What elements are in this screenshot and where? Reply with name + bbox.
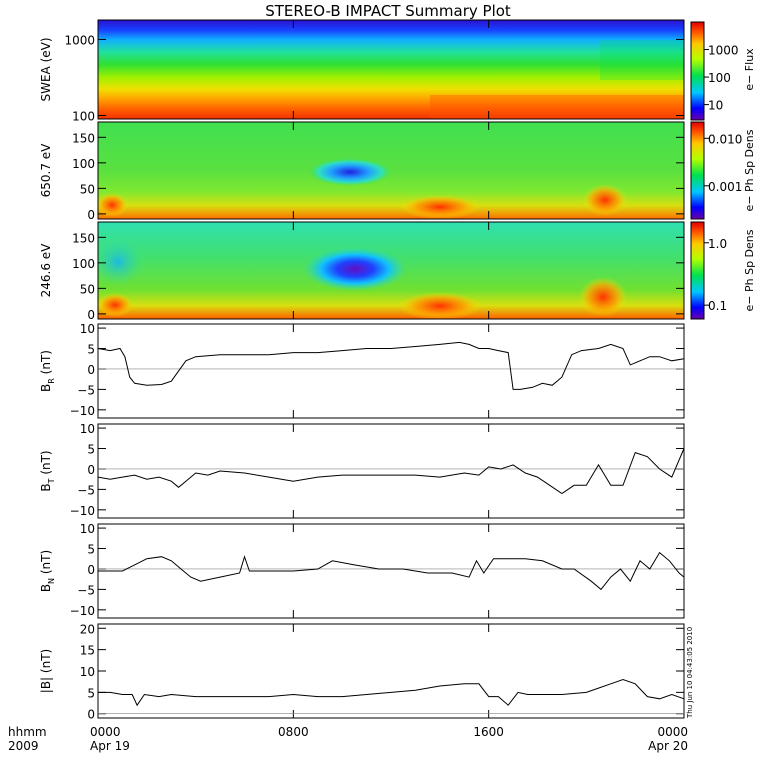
colorbar-tick-label: 0.1 — [708, 299, 727, 313]
series-line-7 — [98, 678, 685, 707]
y-tick-label: 50 — [80, 282, 95, 296]
y-axis-label: 650.7 eV — [39, 143, 53, 198]
y-tick-label: 150 — [72, 231, 95, 245]
colorbar-246 — [690, 221, 705, 320]
series-line-4 — [97, 341, 685, 390]
x-tick-label: 0000 — [90, 725, 121, 739]
y-axis-label-unit: (nT) — [39, 450, 53, 478]
swea-spectrogram — [98, 20, 684, 119]
colorbar-tick-label: 1.0 — [708, 237, 727, 251]
x-tick-label: 0800 — [278, 725, 309, 739]
y-tick-label: −5 — [77, 583, 95, 597]
y-tick-label: 10 — [80, 665, 95, 679]
x-tick-label: 0000 — [657, 725, 688, 739]
panel-frame-3 — [97, 221, 685, 320]
y-tick-label: 100 — [72, 257, 95, 271]
colorbar-label: e− Ph Sp Dens — [743, 129, 756, 211]
panel-frame-2 — [97, 121, 685, 220]
colorbar-swea — [690, 21, 705, 121]
y-tick-label: 1000 — [64, 33, 95, 47]
series-line-5 — [97, 448, 685, 495]
y-tick-label: 0 — [87, 308, 95, 322]
year-label: 2009 — [8, 739, 39, 753]
y-tick-label: 10 — [80, 322, 95, 336]
y-axis-label-unit: (nT) — [39, 350, 53, 378]
y-axis-label-sub: N — [47, 578, 56, 584]
y-tick-label: 10 — [80, 422, 95, 436]
pad-650-spectrogram — [98, 122, 684, 219]
y-tick-label: 5 — [87, 543, 95, 557]
y-tick-label: −10 — [70, 504, 95, 518]
y-tick-label: −5 — [77, 383, 95, 397]
y-tick-label: 5 — [87, 686, 95, 700]
y-tick-label: 100 — [72, 110, 95, 124]
y-axis-label-unit: (nT) — [39, 550, 53, 578]
hhmm-label: hhmm — [8, 725, 47, 739]
y-tick-label: 5 — [87, 443, 95, 457]
colorbar-tick-label: 0.001 — [708, 180, 742, 194]
panel-frame-4 — [97, 323, 685, 419]
y-axis-label: BN (nT) — [39, 550, 56, 592]
y-axis-label: BR (nT) — [39, 350, 56, 392]
y-axis-label-sub: R — [47, 378, 56, 384]
panel-frame-7 — [97, 623, 685, 719]
y-axis-label-sub: T — [47, 478, 56, 484]
y-tick-label: 150 — [72, 131, 95, 145]
y-tick-label: 50 — [80, 182, 95, 196]
y-axis-label: |B| (nT) — [39, 649, 53, 693]
y-axis-label-main: B — [39, 384, 53, 392]
x-tick-label: 1600 — [473, 725, 504, 739]
y-axis-label: 246.6 eV — [39, 243, 53, 298]
colorbar-tick-label: 10 — [708, 99, 723, 113]
panel-frame-6 — [97, 523, 685, 619]
y-tick-label: 100 — [72, 157, 95, 171]
panel-frame-1 — [97, 19, 685, 120]
y-axis-label-main: B — [39, 584, 53, 592]
colorbar-650 — [690, 121, 705, 220]
x-tick-date: Apr 19 — [90, 739, 130, 753]
y-tick-label: 0 — [87, 563, 95, 577]
plot-title: STEREO-B IMPACT Summary Plot — [265, 2, 511, 20]
y-tick-label: −10 — [70, 404, 95, 418]
y-tick-label: 10 — [80, 522, 95, 536]
timestamp-label: Thu Jun 10 04:43:05 2010 — [686, 627, 694, 719]
y-tick-label: −10 — [70, 604, 95, 618]
y-axis-label-main: B — [39, 483, 53, 491]
colorbar-tick-label: 0.010 — [708, 132, 742, 146]
colorbar-label: e− Flux — [743, 48, 756, 91]
y-tick-label: 0 — [87, 208, 95, 222]
y-tick-label: 5 — [87, 343, 95, 357]
y-tick-label: 0 — [87, 363, 95, 377]
x-tick-date: Apr 20 — [648, 739, 688, 753]
y-axis-label: BT (nT) — [39, 450, 56, 491]
y-axis-label: SWEA (eV) — [39, 37, 53, 101]
colorbar-tick-label: 100 — [708, 71, 731, 85]
panel-frame-5 — [97, 423, 685, 519]
y-tick-label: 0 — [87, 463, 95, 477]
y-tick-label: 20 — [80, 622, 95, 636]
y-tick-label: 0 — [87, 708, 95, 722]
colorbar-tick-label: 1000 — [708, 44, 739, 58]
colorbar-label: e− Ph Sp Dens — [743, 229, 756, 311]
series-line-6 — [98, 551, 685, 591]
pad-246-spectrogram — [98, 222, 684, 319]
y-tick-label: 15 — [80, 644, 95, 658]
y-tick-label: −5 — [77, 483, 95, 497]
